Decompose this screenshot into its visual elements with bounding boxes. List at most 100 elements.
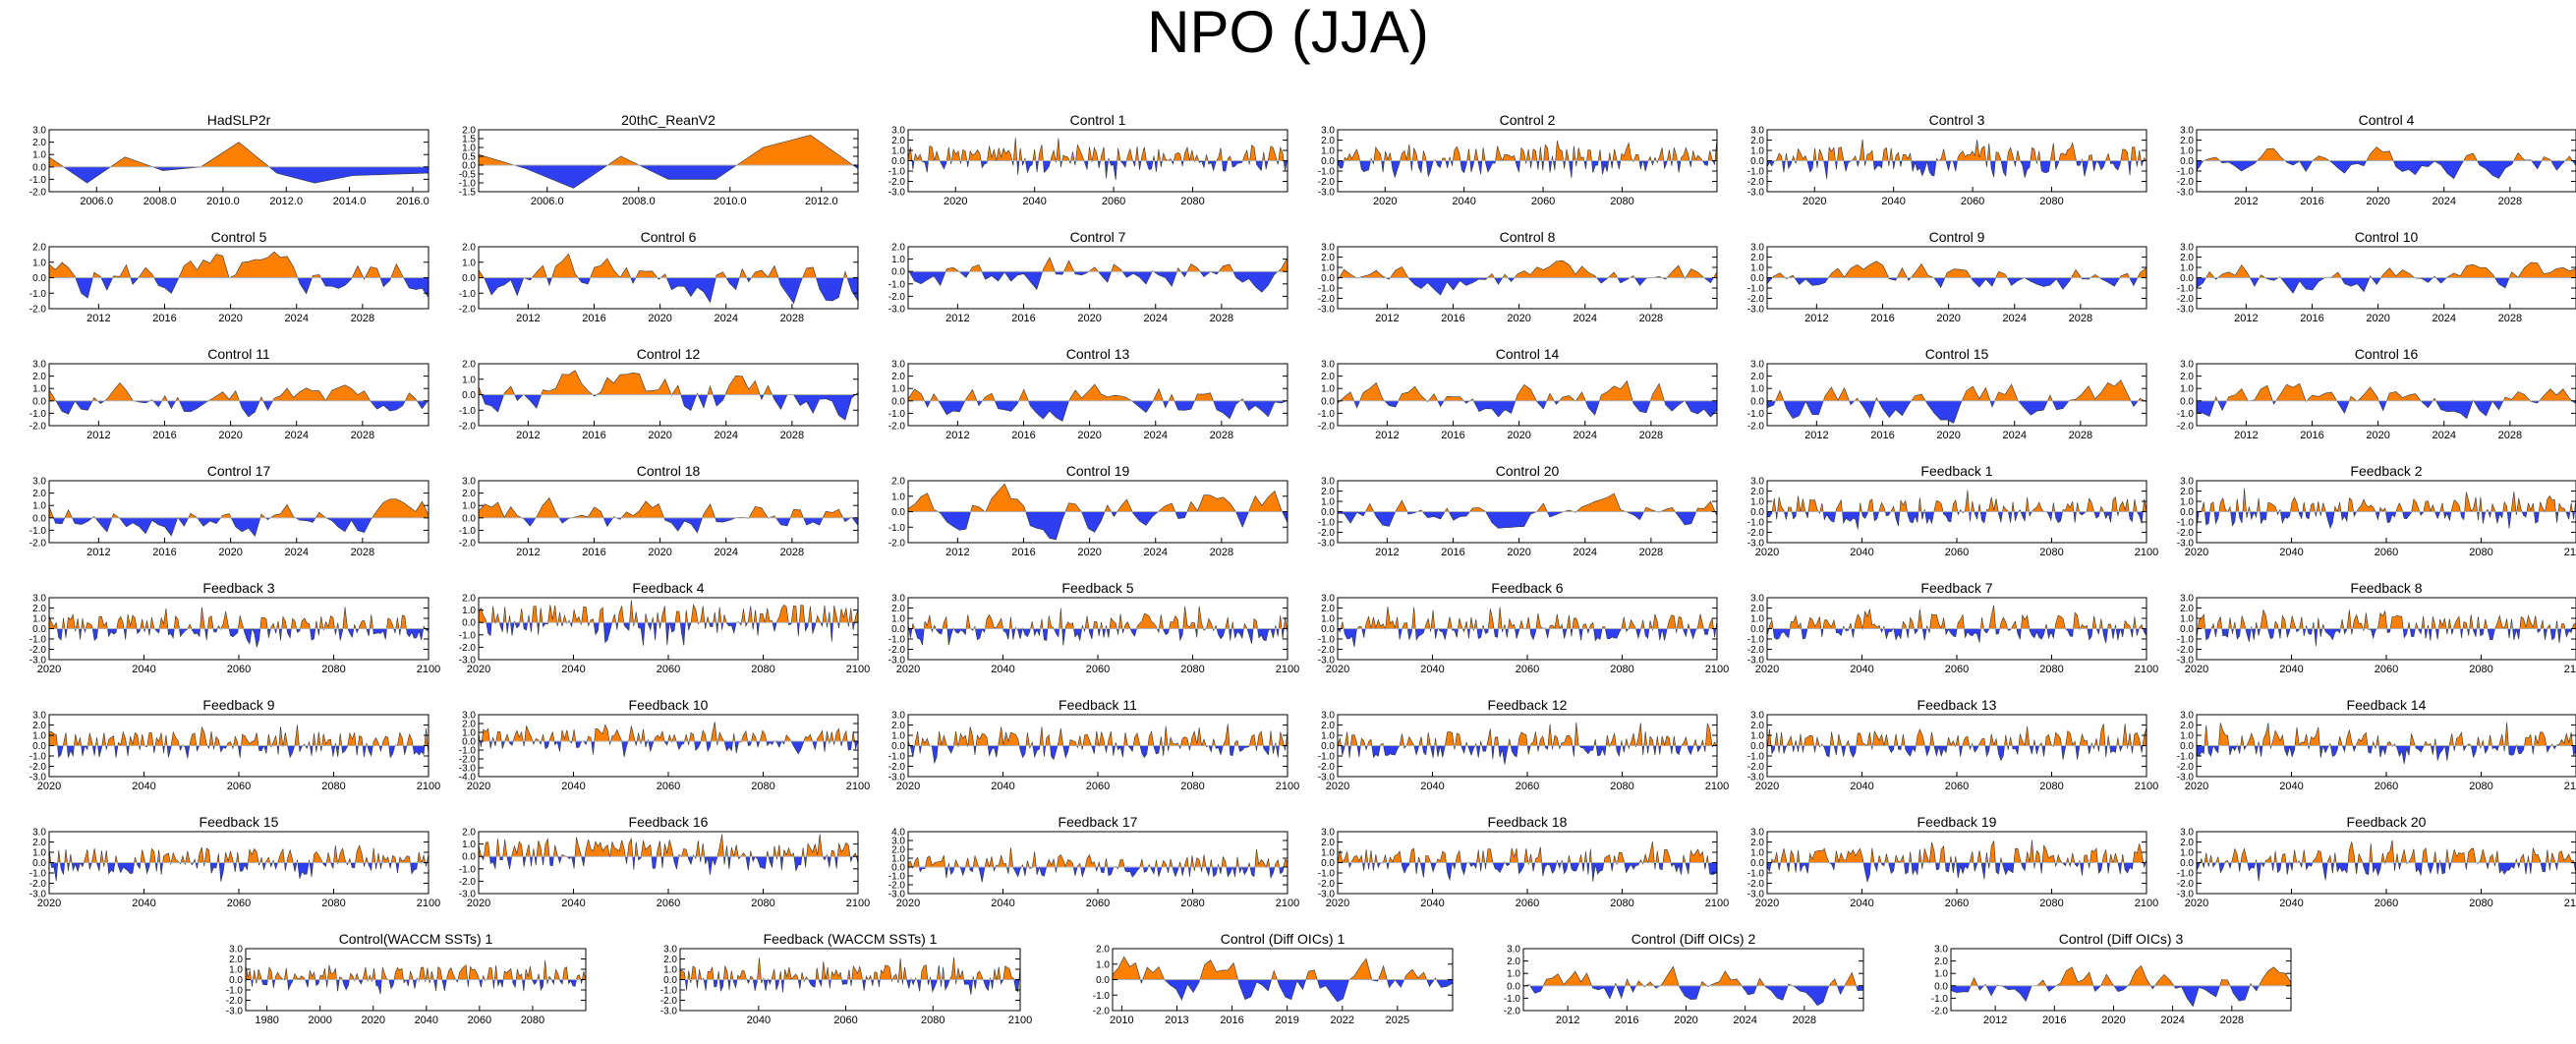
panel-43: Control(WACCM SSTs) 1 3.02.01.00.0-1.0-2.… — [226, 931, 587, 1026]
series-line — [1766, 840, 2147, 883]
x-tick-label: 2024 — [2432, 196, 2455, 207]
x-tick-label: 2012 — [945, 430, 969, 441]
y-tick-label: -3.0 — [1318, 890, 1336, 900]
y-tick-label: -3.0 — [459, 890, 477, 900]
x-tick-label: 2024 — [2002, 313, 2026, 324]
y-tick-label: 0.0 — [891, 396, 905, 407]
y-tick-label: 2.0 — [2180, 487, 2194, 497]
y-tick-label: 3.0 — [229, 945, 243, 956]
x-tick-label: 2040 — [561, 781, 585, 792]
x-tick-label: 2040 — [1420, 664, 1444, 675]
positive-area — [479, 722, 858, 741]
y-tick-label: 3.0 — [891, 126, 905, 137]
y-tick-label: -3.0 — [459, 656, 477, 667]
positive-area — [1344, 138, 1717, 161]
y-tick-label: 2.0 — [462, 126, 476, 137]
panel-44: Feedback (WACCM SSTs) 13.02.01.00.0-1.0-… — [660, 931, 1032, 1026]
series-line — [2196, 261, 2576, 294]
y-tick-label: -2.0 — [1318, 762, 1336, 773]
y-tick-label: -1.0 — [1504, 994, 1521, 1005]
negative-area — [1767, 400, 2147, 424]
positive-area — [1767, 724, 2147, 746]
y-tick-label: 3.0 — [891, 360, 905, 371]
y-tick-label: 2.0 — [891, 372, 905, 382]
panel-title: Control 5 — [211, 229, 267, 245]
y-tick-label: 1.0 — [2180, 263, 2194, 274]
negative-area — [1767, 511, 2144, 530]
x-tick-label: 2020 — [896, 664, 920, 675]
y-tick-label: 2.0 — [462, 360, 476, 371]
y-tick-label: 1.0 — [2180, 384, 2194, 395]
x-tick-label: 2012 — [2234, 313, 2258, 324]
x-tick-label: 2024 — [2160, 1015, 2184, 1026]
y-tick-label: 2.0 — [891, 845, 905, 856]
y-tick-label: 0.0 — [1750, 624, 1764, 635]
y-tick-label: -3.0 — [1318, 656, 1336, 667]
y-tick-label: 1.0 — [891, 614, 905, 625]
y-tick-label: -1.0 — [1747, 518, 1765, 529]
y-tick-label: -1.5 — [459, 188, 477, 199]
y-tick-label: -1.0 — [888, 752, 906, 763]
positive-area — [1524, 966, 1857, 986]
y-tick-label: -1.0 — [1318, 869, 1336, 880]
y-tick-label: -2.0 — [1318, 177, 1336, 188]
x-tick-label: 2100 — [1276, 781, 1299, 792]
positive-area — [908, 846, 1288, 867]
x-tick-label: 2040 — [1850, 781, 1873, 792]
panel-5: Control 3 3.02.01.00.0-1.0-2.0-3.0 2020 204… — [1747, 112, 2147, 207]
x-tick-label: 2080 — [1610, 898, 1633, 909]
negative-area — [2197, 745, 2576, 765]
y-tick-label: 1.0 — [1934, 969, 1948, 980]
y-tick-label: 1.0 — [2180, 497, 2194, 508]
y-tick-label: 3.0 — [2180, 828, 2194, 839]
y-tick-label: 0.0 — [663, 975, 677, 986]
x-tick-label: 2012 — [2234, 430, 2258, 441]
y-tick-label: 1.0 — [891, 854, 905, 865]
series-line — [1950, 964, 2292, 1008]
y-tick-label: -2.0 — [29, 188, 47, 199]
y-tick-label: 1.0 — [1750, 497, 1764, 508]
panel-title: Feedback 7 — [1920, 580, 1992, 596]
panel-10: Control 8 3.02.01.00.0-1.0-2.0-3.0 2012 201… — [1318, 229, 1718, 324]
x-tick-label: 2024 — [1143, 313, 1167, 324]
y-tick-label: -2.0 — [226, 996, 244, 1007]
y-tick-label: 1.0 — [32, 150, 46, 161]
panel-title: Feedback 19 — [1918, 814, 1997, 830]
plot-frame — [1522, 948, 1864, 1012]
x-tick-label: 2028 — [2220, 1015, 2244, 1026]
y-tick-label: 3.0 — [1507, 945, 1520, 956]
y-tick-label: 0.0 — [1934, 981, 1948, 992]
negative-area — [1140, 979, 1453, 1002]
y-tick-label: -2.0 — [2177, 294, 2195, 305]
negative-area — [908, 628, 1288, 646]
x-tick-label: 2060 — [1086, 898, 1110, 909]
negative-area — [55, 400, 429, 417]
x-tick-label: 2012 — [1375, 313, 1399, 324]
panel-9: Control 7 2.01.0 0.0-1.0 -2.0 -3.0 2012 2016 20… — [888, 229, 1288, 324]
panel-22: Control 20 3.02.01.00.0-1.0-2.0-3.0 2012 20… — [1318, 463, 1718, 558]
y-tick-label: 1.0 — [2180, 614, 2194, 625]
y-tick-label: 2.0 — [1096, 945, 1110, 956]
panel-16: Control 14 3.02.0 1.00.0 -1.0 -2.0 2012 2016 20… — [1318, 346, 1718, 441]
y-tick-label: -2.0 — [1747, 879, 1765, 890]
x-tick-label: 2028 — [1210, 313, 1233, 324]
x-tick-label: 2060 — [657, 781, 680, 792]
y-tick-label: 1.0 — [1321, 146, 1335, 157]
x-tick-label: 2012 — [86, 430, 110, 441]
series-line — [679, 957, 1021, 995]
y-tick-label: 2.0 — [1321, 487, 1335, 497]
x-tick-label: 2024 — [1573, 547, 1596, 558]
x-tick-label: 2012 — [945, 547, 969, 558]
y-tick-label: 2.0 — [1934, 957, 1948, 967]
y-tick-label: 0.0 — [32, 741, 46, 752]
y-tick-label: 3.0 — [1321, 360, 1335, 371]
plot-frame — [907, 831, 1288, 895]
x-tick-label: 2040 — [1420, 781, 1444, 792]
x-tick-label: 2080 — [751, 898, 774, 909]
y-tick-label: 1.0 — [1321, 614, 1335, 625]
x-tick-label: 2100 — [2564, 664, 2576, 675]
y-tick-label: -3.0 — [459, 764, 477, 775]
x-tick-label: 2100 — [2564, 547, 2576, 558]
